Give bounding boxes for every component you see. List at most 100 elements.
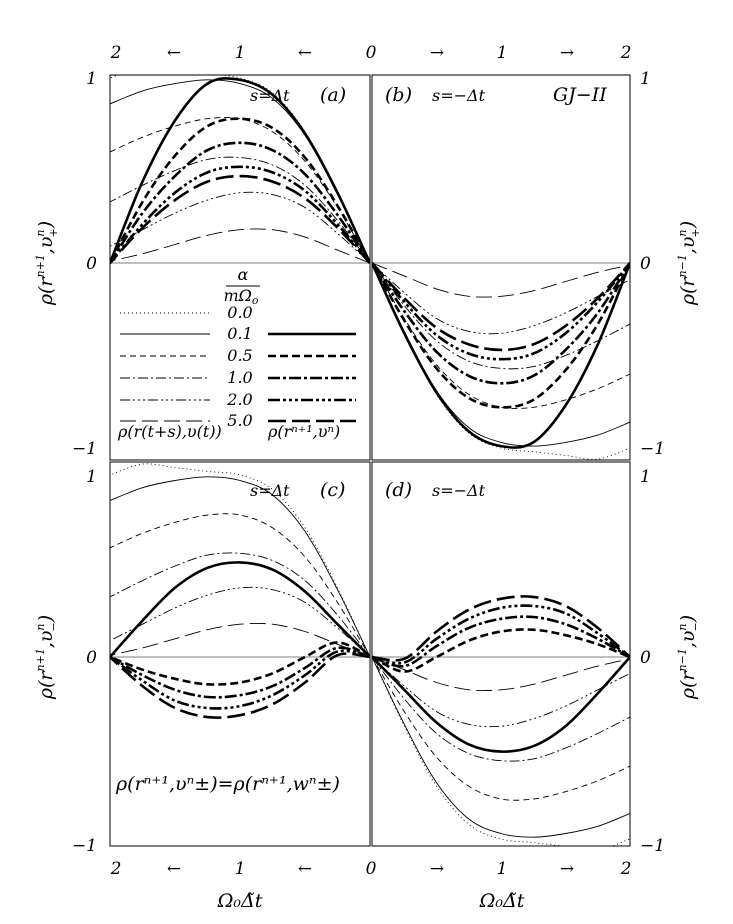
series-a-thin-alpha-1-0 bbox=[110, 156, 370, 264]
panel-d-s-label: s=−Δt bbox=[432, 481, 486, 500]
series-b-thick-alpha-1-0 bbox=[372, 262, 630, 385]
top-arrow-right-2: → bbox=[560, 43, 574, 63]
panel-d-label: (d) bbox=[385, 479, 412, 501]
panel-b-s-label: s=−Δt bbox=[432, 86, 486, 105]
series-d-thick-alpha-0-1 bbox=[372, 656, 630, 753]
y-tick-0-bottom-right: 0 bbox=[640, 648, 651, 668]
series-c-thin-alpha-0-1 bbox=[110, 476, 370, 658]
legend-value-0-0: 0.0 bbox=[227, 303, 252, 322]
y-axis-label-b: ρ(rn−1,υn+) bbox=[676, 221, 702, 306]
legend-value-5-0: 5.0 bbox=[227, 411, 252, 430]
series-b-thick-alpha-0-1 bbox=[372, 262, 630, 449]
bottom-tick-0: 0 bbox=[366, 859, 377, 879]
x-axis-label-left: Ω₀Δ̃t bbox=[217, 890, 263, 912]
bottom-tick-2-left: 2 bbox=[110, 859, 122, 879]
bottom-arrow-right-1: → bbox=[430, 859, 444, 879]
top-arrow-left-2: ← bbox=[298, 43, 312, 63]
series-c-thin-alpha-0-5 bbox=[110, 513, 370, 658]
panel-a-series bbox=[110, 75, 370, 264]
panel-b-frame bbox=[371, 74, 631, 461]
series-d-thin-alpha-5-0 bbox=[372, 656, 630, 692]
legend-header-denominator: mΩo bbox=[223, 286, 258, 307]
series-a-thick-alpha-0-1 bbox=[110, 77, 370, 264]
bottom-tick-1-left: 1 bbox=[235, 859, 246, 879]
legend-value-0-5: 0.5 bbox=[227, 346, 252, 365]
bottom-tick-2-right: 2 bbox=[620, 859, 632, 879]
panel-c-s-label: s=Δt bbox=[250, 481, 290, 500]
series-a-thick-alpha-1-0 bbox=[110, 141, 370, 264]
panel-c-series bbox=[110, 463, 370, 719]
panel-a-frame bbox=[109, 74, 371, 461]
y-axis-label-a: ρ(rn+1,υn+) bbox=[34, 221, 60, 306]
panel-c-label: (c) bbox=[320, 479, 345, 501]
y-tick-m1-bottom-left: −1 bbox=[72, 836, 97, 856]
panel-a-s-label: s=Δt bbox=[250, 86, 290, 105]
series-b-thin-alpha-5-0 bbox=[372, 262, 630, 298]
series-d-thin-alpha-1-0 bbox=[372, 656, 630, 762]
series-d-thick-alpha-5-0 bbox=[372, 595, 630, 662]
legend-value-1-0: 1.0 bbox=[227, 368, 252, 387]
top-tick-1-left: 1 bbox=[235, 43, 246, 63]
y-tick-m1-bottom-right: −1 bbox=[640, 836, 665, 856]
series-b-thick-alpha-2-0 bbox=[372, 262, 630, 361]
series-c-thick-alpha-1-0 bbox=[110, 646, 370, 699]
legend-header-alpha: α bbox=[238, 265, 249, 284]
series-c-thick-alpha-2-0 bbox=[110, 649, 370, 710]
series-b-thin-alpha-1-0 bbox=[372, 262, 630, 370]
series-d-thin-alpha-0-5 bbox=[372, 656, 630, 801]
bottom-arrow-left-1: ← bbox=[167, 859, 181, 879]
series-a-thick-alpha-5-0 bbox=[110, 174, 370, 264]
panel-c-frame bbox=[109, 461, 371, 847]
top-arrow-right-1: → bbox=[430, 43, 444, 63]
top-tick-1-right: 1 bbox=[497, 43, 508, 63]
series-d-thick-alpha-2-0 bbox=[372, 604, 630, 665]
series-b-thin-alpha-0-1 bbox=[372, 262, 630, 447]
panel-b-series bbox=[372, 262, 630, 460]
series-c-thick-alpha-0-1 bbox=[110, 561, 370, 658]
series-a-thin-alpha-5-0 bbox=[110, 228, 370, 264]
y-tick-1-top-left: 1 bbox=[86, 69, 97, 89]
series-a-thick-alpha-0-5 bbox=[110, 117, 370, 264]
y-tick-1-bottom-right: 1 bbox=[640, 467, 651, 487]
bottom-tick-1-right: 1 bbox=[497, 859, 508, 879]
y-tick-1-bottom-left: 1 bbox=[86, 467, 97, 487]
series-b-thick-alpha-0-5 bbox=[372, 262, 630, 409]
panel-d-frame bbox=[371, 461, 631, 847]
figure-label-gj: GJ−II bbox=[553, 84, 607, 106]
series-c-thin-alpha-5-0 bbox=[110, 622, 370, 658]
series-b-thin-alpha-2-0 bbox=[372, 262, 630, 335]
top-tick-2-left: 2 bbox=[110, 43, 122, 63]
y-tick-0-bottom-left: 0 bbox=[86, 648, 97, 668]
top-arrow-left-1: ← bbox=[167, 43, 181, 63]
series-c-thin-alpha-1-0 bbox=[110, 552, 370, 658]
y-tick-1-top-right: 1 bbox=[640, 69, 651, 89]
series-d-thin-alpha-0-1 bbox=[372, 656, 630, 838]
panel-b-label: (b) bbox=[385, 84, 412, 106]
series-c-thick-alpha-0-5 bbox=[110, 641, 370, 686]
series-c-thin-alpha-2-0 bbox=[110, 586, 370, 658]
y-tick-0-top-right: 0 bbox=[640, 254, 651, 274]
series-d-thick-alpha-1-0 bbox=[372, 615, 630, 668]
legend-caption-thick: ρ(rⁿ⁺¹,υⁿ) bbox=[267, 422, 340, 441]
bottom-arrow-left-2: ← bbox=[298, 859, 312, 879]
legend-caption-thin: ρ(r(t+s),υ(t)) bbox=[117, 422, 222, 441]
series-d-thick-alpha-0-5 bbox=[372, 628, 630, 673]
panel-d-series bbox=[372, 595, 630, 846]
legend-value-2-0: 2.0 bbox=[226, 390, 252, 409]
y-tick-m1-top-right: −1 bbox=[640, 439, 665, 459]
x-axis-label-right: Ω₀Δ̃t bbox=[479, 890, 525, 912]
series-c-thick-alpha-5-0 bbox=[110, 652, 370, 719]
panel-c-caption: ρ(rⁿ⁺¹,υⁿ±)=ρ(rⁿ⁺¹,wⁿ±) bbox=[115, 773, 340, 795]
series-a-thin-alpha-2-0 bbox=[110, 191, 370, 264]
y-axis-label-c: ρ(rn+1,υn−) bbox=[34, 615, 60, 700]
legend: α mΩo 0.00.10.51.02.05.0 ρ(r(t+s),υ(t)) … bbox=[117, 265, 356, 441]
series-a-thin-alpha-0-1 bbox=[110, 79, 370, 264]
legend-value-0-1: 0.1 bbox=[227, 324, 252, 343]
series-b-thick-alpha-5-0 bbox=[372, 262, 630, 352]
series-a-thick-alpha-2-0 bbox=[110, 165, 370, 264]
series-a-thin-alpha-0-5 bbox=[110, 116, 370, 264]
y-tick-0-top-left: 0 bbox=[86, 254, 97, 274]
top-tick-2-right: 2 bbox=[620, 43, 632, 63]
series-b-thin-alpha-0-0 bbox=[372, 262, 630, 460]
